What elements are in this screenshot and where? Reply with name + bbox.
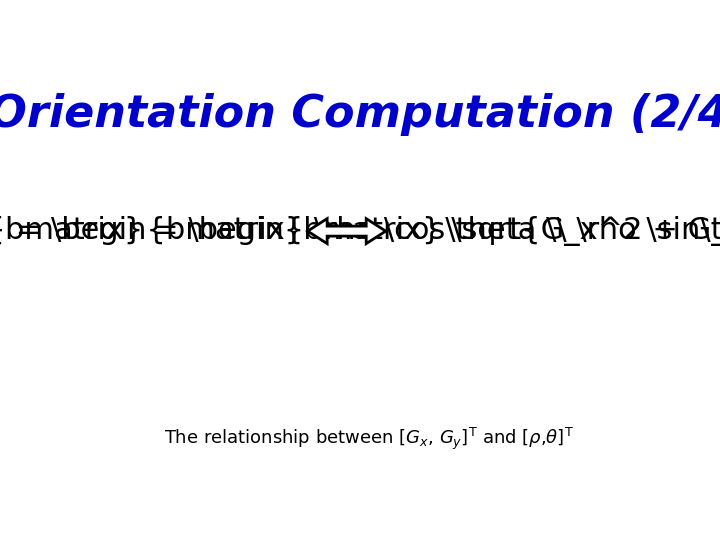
Text: \begin{bmatrix} \rho \\ \theta \end{bmatrix} = \begin{bmatrix} \sqrt{G_x^2 + G_y: \begin{bmatrix} \rho \\ \theta \end{bmat… <box>0 216 720 246</box>
Text: The relationship between [$G_{x}$, $G_{y}$]$^\mathrm{T}$ and [$\rho$,$\theta$]$^: The relationship between [$G_{x}$, $G_{y… <box>164 426 574 452</box>
Polygon shape <box>307 219 386 244</box>
Text: \begin{bmatrix} G_x \\ G_y \end{bmatrix} = \begin{bmatrix} \rho \cos\theta \\ \r: \begin{bmatrix} G_x \\ G_y \end{bmatrix}… <box>0 216 720 246</box>
Text: Orientation Computation (2/4): Orientation Computation (2/4) <box>0 93 720 136</box>
